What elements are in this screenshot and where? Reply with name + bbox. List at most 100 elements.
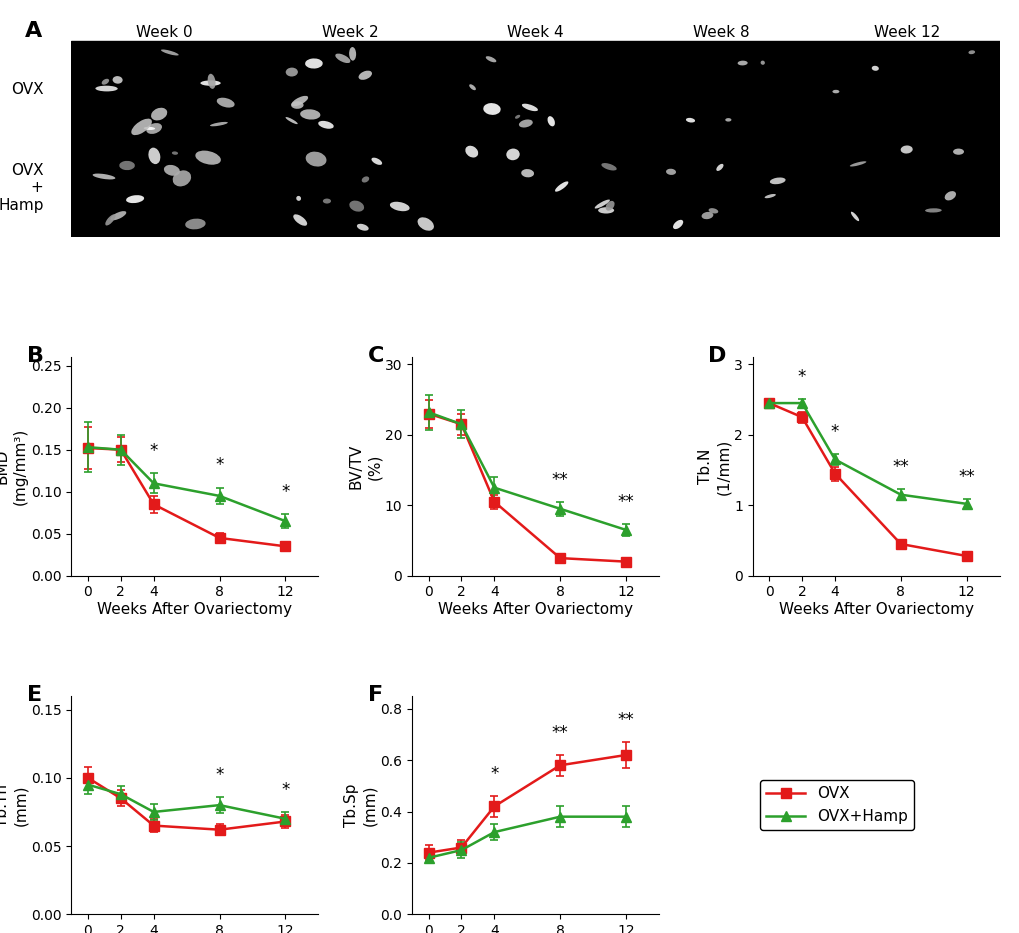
Ellipse shape — [210, 122, 227, 126]
Text: *: * — [281, 483, 289, 501]
Y-axis label: Tb.Sp
(mm): Tb.Sp (mm) — [343, 784, 377, 827]
Y-axis label: BV/TV
(%): BV/TV (%) — [348, 444, 381, 489]
Ellipse shape — [318, 121, 333, 129]
Ellipse shape — [554, 181, 568, 191]
Ellipse shape — [172, 151, 178, 155]
Text: **: ** — [551, 724, 568, 742]
Ellipse shape — [359, 71, 372, 80]
Ellipse shape — [685, 118, 694, 122]
Ellipse shape — [216, 98, 234, 107]
Ellipse shape — [737, 61, 747, 65]
Ellipse shape — [605, 201, 614, 211]
Ellipse shape — [764, 194, 775, 198]
Y-axis label: Tb.N
(1/mm): Tb.N (1/mm) — [697, 439, 731, 494]
Text: *: * — [215, 766, 223, 784]
Ellipse shape — [172, 171, 191, 187]
Text: **: ** — [618, 711, 634, 729]
X-axis label: Weeks After Ovariectomy: Weeks After Ovariectomy — [97, 602, 292, 618]
Ellipse shape — [483, 103, 500, 115]
Ellipse shape — [389, 202, 410, 211]
X-axis label: Weeks After Ovariectomy: Weeks After Ovariectomy — [437, 602, 633, 618]
Y-axis label: BMD
(mg/mm³): BMD (mg/mm³) — [0, 428, 29, 505]
Ellipse shape — [900, 146, 912, 154]
Ellipse shape — [200, 80, 220, 86]
Ellipse shape — [306, 152, 326, 167]
Text: OVX
+
Hamp: OVX + Hamp — [0, 163, 44, 213]
Text: Week 0: Week 0 — [136, 25, 193, 40]
Text: **: ** — [958, 467, 974, 486]
Ellipse shape — [300, 109, 320, 119]
Text: Week 12: Week 12 — [873, 25, 938, 40]
Text: A: A — [25, 21, 42, 41]
Legend: OVX, OVX+Hamp: OVX, OVX+Hamp — [759, 780, 913, 830]
Text: B: B — [26, 346, 44, 367]
Text: *: * — [215, 456, 223, 474]
Ellipse shape — [850, 212, 858, 221]
Ellipse shape — [715, 164, 722, 171]
Ellipse shape — [849, 161, 865, 166]
Ellipse shape — [952, 148, 963, 155]
Ellipse shape — [285, 117, 298, 124]
Ellipse shape — [126, 195, 144, 203]
X-axis label: Weeks After Ovariectomy: Weeks After Ovariectomy — [777, 602, 973, 618]
Ellipse shape — [924, 208, 941, 213]
Ellipse shape — [185, 218, 206, 230]
Text: Week 2: Week 2 — [321, 25, 378, 40]
Ellipse shape — [357, 224, 368, 230]
Ellipse shape — [196, 150, 221, 165]
Ellipse shape — [547, 116, 554, 126]
Ellipse shape — [673, 220, 683, 230]
Ellipse shape — [701, 212, 712, 219]
Ellipse shape — [208, 74, 215, 89]
Ellipse shape — [291, 96, 308, 106]
Ellipse shape — [296, 196, 301, 201]
Ellipse shape — [93, 174, 115, 179]
Ellipse shape — [521, 169, 534, 177]
Text: *: * — [150, 442, 158, 460]
Text: OVX: OVX — [11, 82, 44, 97]
Ellipse shape — [417, 217, 433, 230]
Text: *: * — [797, 368, 805, 385]
Ellipse shape — [131, 118, 152, 135]
Ellipse shape — [105, 215, 115, 226]
Y-axis label: Tb.Th
(mm): Tb.Th (mm) — [0, 784, 29, 827]
Text: **: ** — [551, 470, 568, 489]
Ellipse shape — [323, 199, 331, 203]
Ellipse shape — [505, 148, 520, 160]
Ellipse shape — [515, 115, 520, 118]
Ellipse shape — [832, 90, 839, 93]
FancyBboxPatch shape — [71, 40, 999, 237]
Ellipse shape — [164, 165, 179, 175]
Ellipse shape — [769, 177, 785, 184]
Ellipse shape — [151, 107, 167, 120]
Text: E: E — [26, 685, 42, 705]
Text: Week 4: Week 4 — [506, 25, 564, 40]
Ellipse shape — [362, 176, 369, 183]
Ellipse shape — [285, 67, 298, 77]
Ellipse shape — [597, 207, 613, 214]
Ellipse shape — [335, 53, 351, 63]
Ellipse shape — [293, 215, 307, 226]
Text: *: * — [281, 781, 289, 799]
Text: D: D — [707, 346, 726, 367]
Ellipse shape — [522, 104, 537, 111]
Text: *: * — [830, 423, 839, 440]
Ellipse shape — [594, 200, 609, 209]
Ellipse shape — [144, 127, 155, 130]
Ellipse shape — [119, 160, 135, 170]
Ellipse shape — [371, 158, 382, 165]
Ellipse shape — [102, 78, 109, 85]
Text: *: * — [490, 765, 498, 783]
Ellipse shape — [161, 49, 178, 55]
Ellipse shape — [148, 147, 160, 164]
Text: F: F — [367, 685, 382, 705]
Text: Week 8: Week 8 — [692, 25, 749, 40]
Ellipse shape — [348, 47, 356, 61]
Ellipse shape — [665, 169, 676, 174]
Ellipse shape — [944, 191, 955, 201]
Ellipse shape — [485, 56, 496, 63]
Ellipse shape — [146, 123, 162, 134]
Ellipse shape — [725, 118, 731, 121]
Text: **: ** — [618, 494, 634, 511]
Ellipse shape — [112, 77, 122, 84]
